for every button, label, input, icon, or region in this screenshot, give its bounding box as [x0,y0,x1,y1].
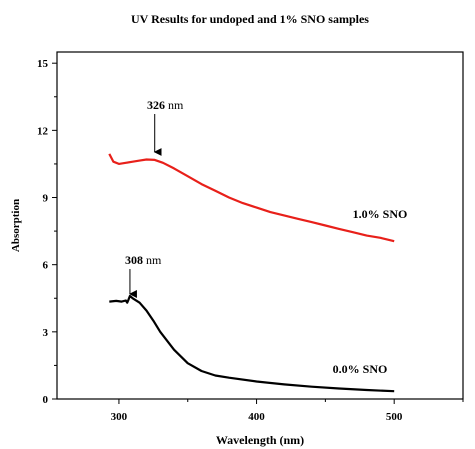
y-tick-label: 15 [37,58,49,70]
chart-title: UV Results for undoped and 1% SNO sample… [131,12,369,26]
x-tick-label: 300 [111,411,128,423]
y-tick-label: 3 [43,327,49,339]
plot-frame [56,51,464,400]
series-layer: 1.0% SNO 0.0% SNO [108,153,408,393]
peak-value: 308 [125,253,143,267]
peak-label: 326 nm [147,98,184,112]
y-tick-label: 9 [43,193,49,205]
peak-value: 326 [147,98,165,112]
y-tick-label: 6 [43,260,49,272]
x-axis-ticks: 300 400 500 [111,399,464,423]
y-axis-ticks: 0 3 6 9 12 15 [37,58,57,406]
series-line [108,153,395,243]
peak-unit: nm [165,98,184,112]
series-label: 1.0% SNO [353,207,408,221]
y-axis-label: Absorption [10,199,22,252]
peak-unit: nm [143,253,162,267]
x-tick-label: 400 [248,411,265,423]
series-label: 0.0% SNO [333,362,388,376]
y-tick-label: 12 [37,125,49,137]
x-axis-label: Wavelength (nm) [216,433,304,447]
peak-label: 308 nm [125,253,162,267]
x-tick-label: 500 [386,411,403,423]
y-tick-label: 0 [43,394,49,406]
series-line [109,294,395,393]
